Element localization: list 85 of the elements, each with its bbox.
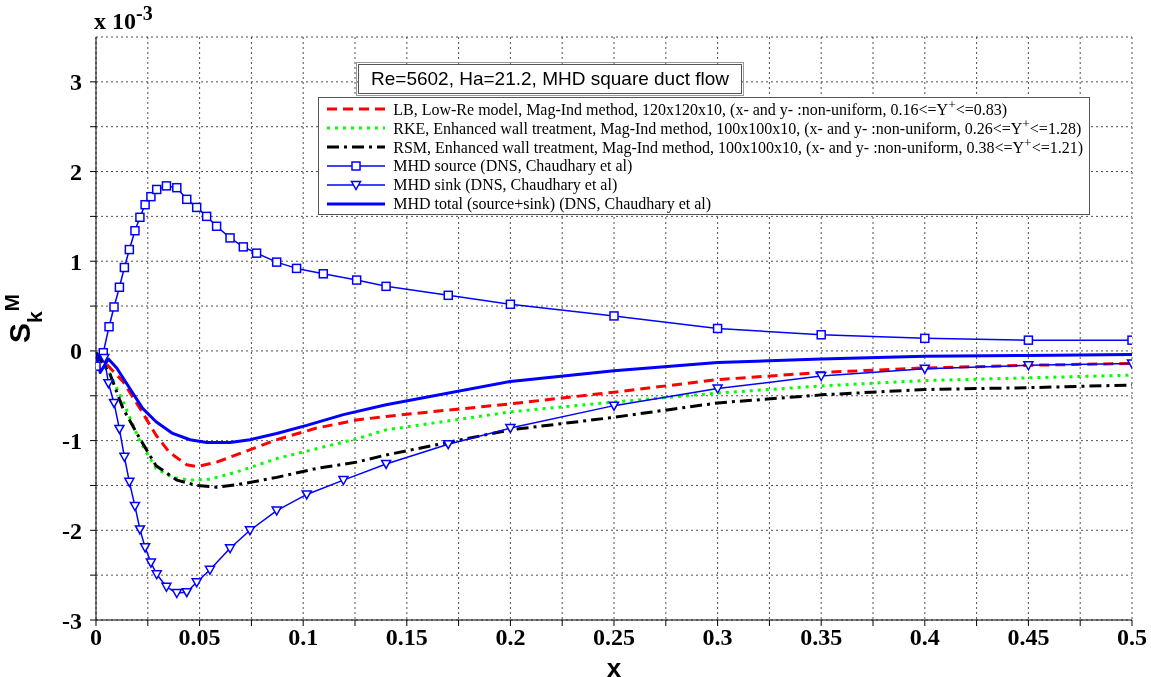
point xyxy=(139,543,151,553)
point xyxy=(191,202,202,213)
y-tick-label: 2 xyxy=(70,159,82,186)
y-tick-label: -2 xyxy=(62,517,82,544)
point xyxy=(505,299,516,310)
point xyxy=(119,452,130,463)
point xyxy=(920,333,930,344)
annotation: Re=5602, Ha=21.2, MHD square duct flow xyxy=(371,68,730,89)
x-tick-label: 0.05 xyxy=(178,624,221,651)
point xyxy=(104,321,114,332)
x-tick-label: 0.35 xyxy=(800,624,843,651)
point xyxy=(171,588,183,599)
point xyxy=(351,275,362,285)
point xyxy=(442,439,454,450)
y-tick-label: 1 xyxy=(70,248,82,275)
x-tick-label: 0.5 xyxy=(1117,624,1147,651)
point xyxy=(443,290,453,301)
point xyxy=(124,244,135,255)
point xyxy=(182,194,192,205)
y-tick-label: -3 xyxy=(62,607,82,634)
x-tick-label: 0.4 xyxy=(909,624,940,651)
point xyxy=(318,269,329,279)
point xyxy=(381,281,391,292)
point xyxy=(244,526,256,536)
point xyxy=(172,182,182,193)
point xyxy=(161,181,172,191)
x-tick-label: 0.1 xyxy=(288,624,319,651)
point xyxy=(712,323,723,334)
point xyxy=(712,384,723,394)
point xyxy=(134,525,146,535)
x-tick-label: 0.45 xyxy=(1007,624,1050,651)
point xyxy=(124,477,135,488)
point xyxy=(505,423,516,434)
x-axis-title: x xyxy=(606,653,622,677)
point xyxy=(119,262,130,273)
point xyxy=(291,263,302,274)
point xyxy=(271,257,282,267)
legend-label: MHD source (DNS, Chaudhary et al) xyxy=(393,156,633,174)
text: x 10$^{-3}$ xyxy=(94,2,153,34)
point xyxy=(140,199,150,210)
point xyxy=(201,211,212,222)
x-tick-label: 0.25 xyxy=(593,624,635,651)
legend-label: MHD sink (DNS, Chaudhary et al) xyxy=(393,175,618,193)
y-tick-label: -1 xyxy=(62,428,82,455)
point xyxy=(191,578,202,588)
point xyxy=(224,544,236,554)
point xyxy=(151,570,162,580)
x-tick-label: 0.15 xyxy=(385,624,428,651)
point xyxy=(204,565,216,576)
point xyxy=(238,242,249,252)
point xyxy=(608,401,620,411)
point xyxy=(114,282,125,292)
legend-label: MHD total (source+sink) (DNS, Chaudhary et al) xyxy=(393,194,712,212)
x-tick-label: 0.3 xyxy=(702,624,733,651)
point xyxy=(151,184,162,195)
point xyxy=(103,378,114,389)
point xyxy=(108,398,120,409)
point xyxy=(211,221,222,231)
point xyxy=(145,558,157,568)
x-tick-label: 0 xyxy=(90,624,102,651)
y-tick-label: 3 xyxy=(70,69,82,96)
legend-label: LB, Low-Re model, Mag-Ind method, 120x120x10, (x- and y- :non-uniform, 0.16<=Y$^{+}$<=0.83) xyxy=(393,97,1008,119)
point xyxy=(338,475,349,486)
point xyxy=(161,582,172,593)
point xyxy=(225,233,235,243)
point xyxy=(135,212,145,223)
y-tick-label: 0 xyxy=(70,338,82,365)
point xyxy=(130,225,140,236)
point xyxy=(109,302,119,312)
point xyxy=(1023,335,1034,345)
point xyxy=(609,311,619,321)
point xyxy=(1023,361,1034,371)
point xyxy=(129,501,141,512)
point xyxy=(380,459,392,470)
point xyxy=(271,506,282,516)
point xyxy=(181,587,192,598)
point xyxy=(251,248,262,258)
point xyxy=(301,490,312,500)
point xyxy=(146,191,156,202)
point xyxy=(99,353,110,364)
x-tick-label: 0.2 xyxy=(495,624,526,651)
point xyxy=(816,330,826,340)
point xyxy=(919,364,931,375)
point xyxy=(114,424,125,435)
point xyxy=(815,371,827,382)
